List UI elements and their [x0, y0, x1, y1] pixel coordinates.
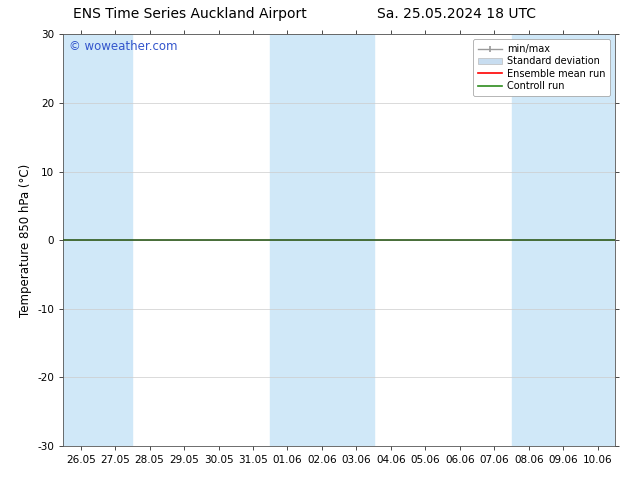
Text: © woweather.com: © woweather.com: [69, 41, 178, 53]
Y-axis label: Temperature 850 hPa (°C): Temperature 850 hPa (°C): [19, 164, 32, 317]
Text: ENS Time Series Auckland Airport: ENS Time Series Auckland Airport: [74, 7, 307, 22]
Legend: min/max, Standard deviation, Ensemble mean run, Controll run: min/max, Standard deviation, Ensemble me…: [473, 39, 610, 96]
Bar: [512, 34, 615, 446]
Bar: [270, 34, 373, 446]
Text: Sa. 25.05.2024 18 UTC: Sa. 25.05.2024 18 UTC: [377, 7, 536, 22]
Bar: [63, 34, 133, 446]
